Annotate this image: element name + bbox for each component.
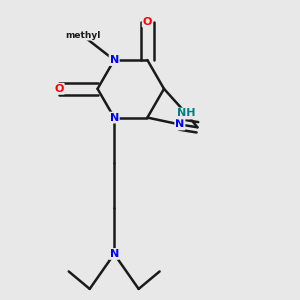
Text: O: O <box>54 84 64 94</box>
Text: NH: NH <box>177 109 196 118</box>
Text: O: O <box>143 16 152 27</box>
Text: N: N <box>110 55 119 65</box>
Text: N: N <box>175 119 184 130</box>
Text: N: N <box>110 112 119 123</box>
Text: methyl: methyl <box>65 31 100 40</box>
Text: N: N <box>110 249 119 259</box>
